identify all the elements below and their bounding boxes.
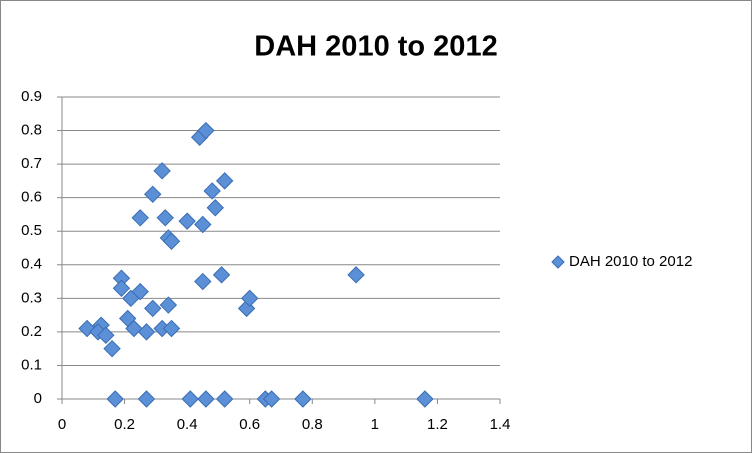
point bbox=[178, 212, 196, 230]
point bbox=[416, 390, 434, 408]
x-tick-label: 0.8 bbox=[302, 416, 323, 433]
point bbox=[194, 215, 212, 234]
point bbox=[144, 185, 162, 204]
point bbox=[97, 326, 115, 344]
y-tick-label: 0.5 bbox=[21, 222, 42, 239]
y-tick-label: 0.8 bbox=[21, 122, 42, 139]
point bbox=[156, 209, 174, 227]
y-tick-label: 0.2 bbox=[21, 323, 42, 340]
y-tick-label: 0 bbox=[34, 390, 42, 407]
x-tick-label: 1.2 bbox=[427, 416, 448, 433]
point bbox=[131, 209, 149, 227]
x-tick-label: 0.6 bbox=[239, 416, 260, 433]
y-tick-label: 0.4 bbox=[21, 256, 42, 273]
point bbox=[241, 289, 259, 308]
point bbox=[237, 299, 256, 318]
point bbox=[106, 390, 124, 408]
y-tick-label: 0.9 bbox=[21, 88, 42, 105]
chart-title: DAH 2010 to 2012 bbox=[254, 31, 497, 63]
point bbox=[215, 172, 234, 190]
x-tick-label: 0 bbox=[58, 416, 66, 433]
point bbox=[347, 266, 365, 284]
y-tick-label: 0.7 bbox=[21, 155, 42, 172]
point bbox=[137, 323, 156, 341]
point bbox=[103, 339, 121, 358]
point bbox=[197, 121, 215, 140]
point bbox=[194, 272, 212, 291]
x-tick-label: 0.2 bbox=[114, 416, 135, 433]
point bbox=[153, 162, 171, 180]
point bbox=[125, 319, 143, 338]
legend-marker bbox=[551, 255, 565, 269]
point bbox=[215, 390, 234, 408]
point bbox=[294, 390, 312, 408]
point bbox=[212, 266, 231, 284]
y-tick-label: 0.3 bbox=[21, 289, 42, 306]
point bbox=[131, 282, 149, 301]
point bbox=[162, 232, 181, 250]
legend-label: DAH 2010 to 2012 bbox=[569, 253, 692, 270]
point bbox=[112, 279, 131, 297]
point bbox=[262, 390, 281, 408]
x-tick-label: 0.4 bbox=[177, 416, 198, 433]
point bbox=[144, 299, 162, 318]
point bbox=[137, 390, 156, 408]
point bbox=[197, 390, 215, 408]
point bbox=[162, 319, 181, 338]
point bbox=[159, 296, 178, 314]
y-tick-label: 0.1 bbox=[21, 356, 42, 373]
point bbox=[203, 182, 221, 200]
x-tick-label: 1 bbox=[371, 416, 379, 433]
point bbox=[206, 199, 225, 217]
x-tick-label: 1.4 bbox=[490, 416, 511, 433]
y-tick-label: 0.6 bbox=[21, 189, 42, 206]
point bbox=[181, 390, 199, 408]
